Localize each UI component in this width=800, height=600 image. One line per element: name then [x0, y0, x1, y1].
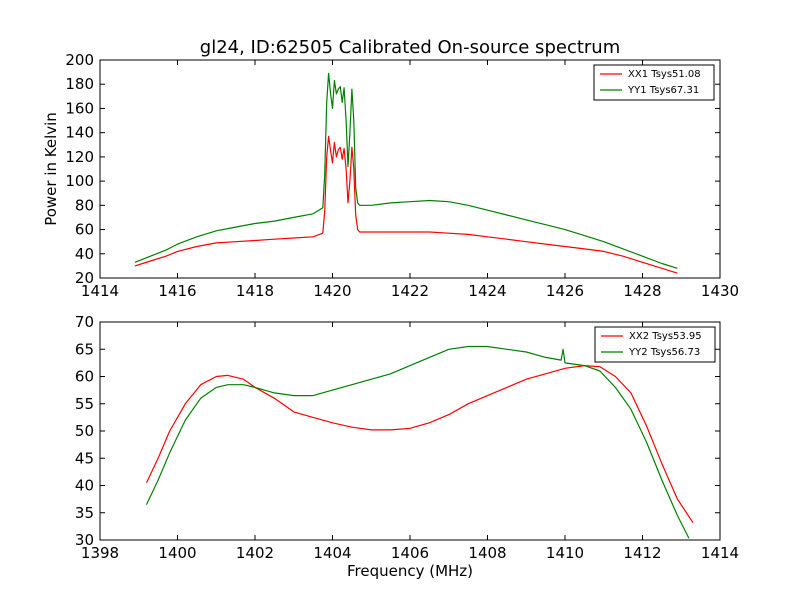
top-series-line-1	[134, 72, 678, 269]
top-ytick-label-1: 40	[75, 245, 94, 263]
top-xtick-label-8: 1430	[701, 282, 739, 300]
bottom-plot-ticks: 1398 1400 1402 1404 1406 1408 1410 1412 1414 30 35…	[75, 313, 739, 562]
top-legend-box	[593, 64, 715, 101]
bottom-plot-xlabel: Frequency (MHz)	[347, 562, 473, 580]
bottom-legend-box	[594, 326, 716, 363]
bottom-series-line-1	[145, 345, 690, 539]
top-legend-label-yy1: YY1 Tsys67.31	[627, 85, 699, 96]
top-ytick-label-7: 160	[65, 99, 94, 117]
figure-title: gl24, ID:62505 Calibrated On-source spec…	[200, 37, 620, 58]
bottom-ytick-label-4: 50	[75, 422, 94, 440]
top-legend-label-xx1: XX1 Tsys51.08	[628, 69, 701, 80]
top-ytick-label-3: 80	[75, 196, 94, 214]
bottom-ytick-label-3: 45	[75, 449, 94, 467]
top-ytick-label-6: 140	[65, 124, 94, 142]
top-ytick-label-4: 100	[65, 172, 94, 190]
bottom-ytick-label-2: 40	[75, 477, 94, 495]
bottom-plot-series	[145, 345, 694, 539]
bottom-series-line-0	[145, 365, 694, 523]
bottom-ytick-label-7: 65	[75, 340, 94, 358]
bottom-xtick-label-0: 1398	[81, 544, 119, 562]
top-xtick-label-0: 1414	[81, 282, 119, 300]
bottom-xtick-label-6: 1410	[546, 544, 584, 562]
bottom-xtick-label-1: 1400	[158, 544, 196, 562]
bottom-xtick-label-4: 1406	[391, 544, 429, 562]
top-xtick-label-5: 1424	[468, 282, 506, 300]
bottom-ytick-label-1: 35	[75, 504, 94, 522]
top-ytick-label-8: 180	[65, 75, 94, 93]
bottom-legend-label-xx2: XX2 Tsys53.95	[629, 331, 702, 342]
bottom-ytick-label-6: 60	[75, 368, 94, 386]
top-series-line-0	[134, 135, 678, 274]
bottom-xtick-label-7: 1412	[623, 544, 661, 562]
bottom-xtick-label-5: 1408	[468, 544, 506, 562]
bottom-ytick-label-0: 30	[75, 531, 94, 549]
bottom-xtick-label-3: 1404	[313, 544, 351, 562]
top-ytick-label-0: 20	[75, 269, 94, 287]
bottom-ytick-label-5: 55	[75, 395, 94, 413]
bottom-xtick-label-2: 1402	[236, 544, 274, 562]
top-xtick-label-2: 1418	[236, 282, 274, 300]
bottom-xtick-label-8: 1414	[701, 544, 739, 562]
top-plot-legend: XX1 Tsys51.08 YY1 Tsys67.31	[593, 64, 715, 101]
top-ytick-label-9: 200	[65, 51, 94, 69]
bottom-plot-legend: XX2 Tsys53.95 YY2 Tsys56.73	[594, 326, 716, 363]
top-plot: 1414 1416 1418 1420 1422 1424 1426 1428 1430 20 40…	[42, 51, 739, 300]
bottom-legend-label-yy2: YY2 Tsys56.73	[628, 347, 700, 358]
bottom-plot: 1398 1400 1402 1404 1406 1408 1410 1412 1414 30 35…	[75, 313, 739, 580]
top-plot-series	[134, 72, 678, 274]
top-plot-ticks: 1414 1416 1418 1420 1422 1424 1426 1428 1430 20 40…	[65, 51, 739, 300]
top-ytick-label-5: 120	[65, 148, 94, 166]
top-xtick-label-7: 1428	[623, 282, 661, 300]
top-plot-ylabel: Power in Kelvin	[42, 112, 60, 226]
top-ytick-label-2: 60	[75, 221, 94, 239]
bottom-ytick-label-8: 70	[75, 313, 94, 331]
top-xtick-label-6: 1426	[546, 282, 584, 300]
top-xtick-label-3: 1420	[313, 282, 351, 300]
top-xtick-label-4: 1422	[391, 282, 429, 300]
top-xtick-label-1: 1416	[158, 282, 196, 300]
